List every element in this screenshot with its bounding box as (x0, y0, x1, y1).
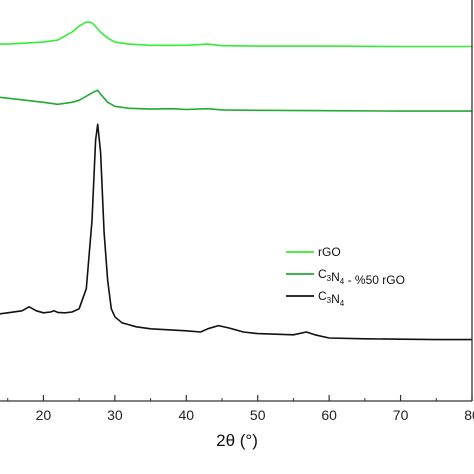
legend-label-2: C3N4 (318, 289, 345, 308)
x-tick-label-80: 80 (464, 407, 474, 423)
x-tick-label-20: 20 (36, 407, 52, 423)
legend-label-1: C3N4 - %50 rGO (318, 267, 405, 287)
legend: rGO C3N4 - %50 rGO C3N4 (286, 245, 405, 308)
legend-label-0: rGO (318, 245, 341, 259)
series-line-1 (0, 89, 472, 112)
series-layer (0, 21, 472, 341)
series-line-2 (0, 123, 472, 341)
x-tick-label-70: 70 (393, 407, 409, 423)
x-tick-label-50: 50 (250, 407, 266, 423)
x-tick-label-30: 30 (107, 407, 123, 423)
x-tick-label-40: 40 (178, 407, 194, 423)
axes-layer: 20 30 40 50 60 70 80 (0, 0, 474, 423)
x-tick-label-60: 60 (321, 407, 337, 423)
series-line-0 (0, 21, 472, 48)
x-axis-label: 2θ (°) (216, 431, 258, 450)
